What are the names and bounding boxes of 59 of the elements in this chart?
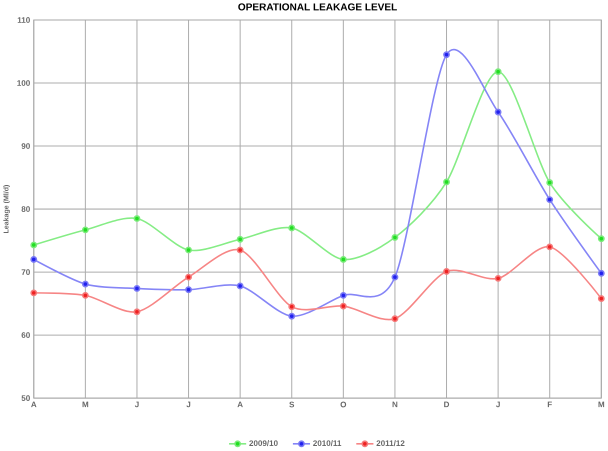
- point: [134, 214, 140, 222]
- point: [288, 303, 296, 310]
- point: [288, 224, 296, 232]
- point: [443, 51, 450, 58]
- point: [236, 236, 244, 242]
- x-tick-label: M: [598, 401, 604, 407]
- point: [494, 108, 502, 116]
- y-tick-label: 90: [22, 142, 30, 149]
- x-tick-label: S: [289, 401, 294, 408]
- y-tick-label: 50: [22, 395, 30, 401]
- y-tick-label: 60: [22, 332, 30, 338]
- point: [82, 292, 89, 299]
- point: [185, 273, 192, 280]
- point: [443, 268, 450, 275]
- point: [392, 315, 398, 322]
- point: [494, 68, 502, 75]
- point: [598, 235, 605, 242]
- x-tick-label: A: [31, 401, 36, 407]
- point: [134, 284, 140, 292]
- point: [30, 289, 38, 296]
- point: [185, 246, 192, 254]
- y-tick-label: 70: [22, 269, 30, 275]
- point: [340, 302, 347, 310]
- point: [288, 312, 296, 320]
- point: [82, 280, 89, 288]
- point: [134, 308, 140, 315]
- chart-title: OPERATIONAL LEAKAGE LEVEL: [238, 3, 397, 10]
- point: [236, 282, 244, 290]
- point: [30, 241, 38, 248]
- legend-label: 2010/11: [313, 440, 342, 446]
- x-tick-label: A: [237, 401, 243, 407]
- point: [494, 274, 502, 282]
- point: [546, 243, 554, 250]
- y-tick-label: 80: [22, 206, 30, 212]
- y-tick-label: 110: [18, 16, 30, 23]
- point: [185, 286, 192, 293]
- point: [340, 292, 347, 299]
- legend-label: 2011/12: [376, 440, 404, 446]
- x-tick-label: J: [496, 401, 500, 408]
- x-tick-label: F: [548, 401, 552, 407]
- x-tick-label: J: [134, 401, 139, 408]
- point: [598, 270, 605, 277]
- point: [546, 178, 554, 186]
- point: [546, 196, 554, 203]
- point: [236, 246, 244, 254]
- point: [340, 256, 347, 263]
- legend-label: 2009/10: [249, 440, 278, 446]
- x-tick-label: D: [444, 401, 450, 407]
- point: [82, 226, 89, 234]
- x-tick-label: J: [186, 401, 190, 408]
- point: [443, 178, 450, 186]
- point: [30, 256, 38, 263]
- y-tick-label: 100: [17, 80, 30, 86]
- point: [392, 273, 398, 280]
- point: [598, 294, 605, 302]
- point: [392, 234, 398, 241]
- x-tick-label: O: [340, 401, 346, 408]
- x-tick-label: N: [392, 401, 398, 407]
- x-tick-label: M: [82, 401, 88, 407]
